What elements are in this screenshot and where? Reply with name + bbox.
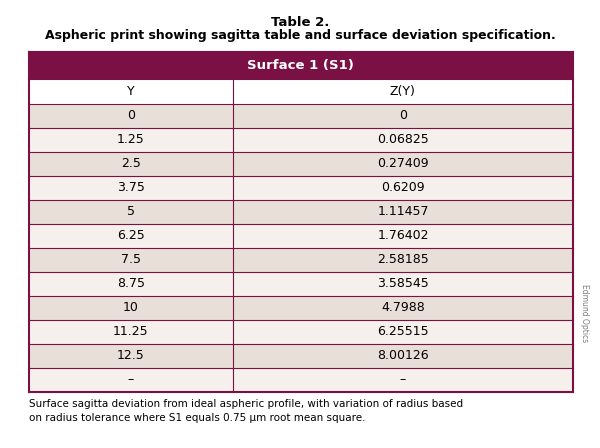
Text: 1.25: 1.25 [117,134,145,146]
Text: 2.58185: 2.58185 [377,254,429,267]
Bar [29,272,573,296]
Text: 5: 5 [127,206,135,219]
Text: Edmund Optics: Edmund Optics [581,284,589,343]
Text: –: – [128,374,134,387]
Bar [29,224,573,248]
Text: 1.11457: 1.11457 [377,206,428,219]
Text: Surface sagitta deviation from ideal aspheric profile, with variation of radius : Surface sagitta deviation from ideal asp… [29,399,463,423]
Text: 0.06825: 0.06825 [377,134,429,146]
Text: 6.25: 6.25 [117,229,145,242]
Text: 7.5: 7.5 [121,254,141,267]
Text: Z(Y): Z(Y) [390,85,416,98]
Text: Table 2.: Table 2. [271,16,329,29]
Bar [29,248,573,272]
Bar [29,296,573,320]
Text: 0.6209: 0.6209 [381,181,425,194]
Bar [29,320,573,344]
Bar [29,200,573,224]
Text: 10: 10 [123,302,139,314]
Text: Y: Y [127,85,134,98]
Bar [29,52,573,79]
Bar [29,128,573,152]
Text: Surface 1 (S1): Surface 1 (S1) [247,59,355,72]
Text: 12.5: 12.5 [117,349,145,362]
Text: 6.25515: 6.25515 [377,326,429,339]
Text: –: – [400,374,406,387]
Bar [29,176,573,200]
Text: 8.00126: 8.00126 [377,349,429,362]
Text: 0.27409: 0.27409 [377,157,429,170]
Bar [29,368,573,392]
Bar [29,344,573,368]
Text: 0: 0 [127,109,135,122]
Bar [29,152,573,176]
Text: Aspheric print showing sagitta table and surface deviation specification.: Aspheric print showing sagitta table and… [44,29,556,42]
Bar [29,79,573,104]
Bar [29,104,573,128]
Text: 1.76402: 1.76402 [377,229,428,242]
Text: 8.75: 8.75 [117,277,145,290]
Text: 0: 0 [399,109,407,122]
Text: 2.5: 2.5 [121,157,141,170]
Text: 11.25: 11.25 [113,326,149,339]
Text: 3.58545: 3.58545 [377,277,429,290]
Text: 4.7988: 4.7988 [381,302,425,314]
Text: 3.75: 3.75 [117,181,145,194]
